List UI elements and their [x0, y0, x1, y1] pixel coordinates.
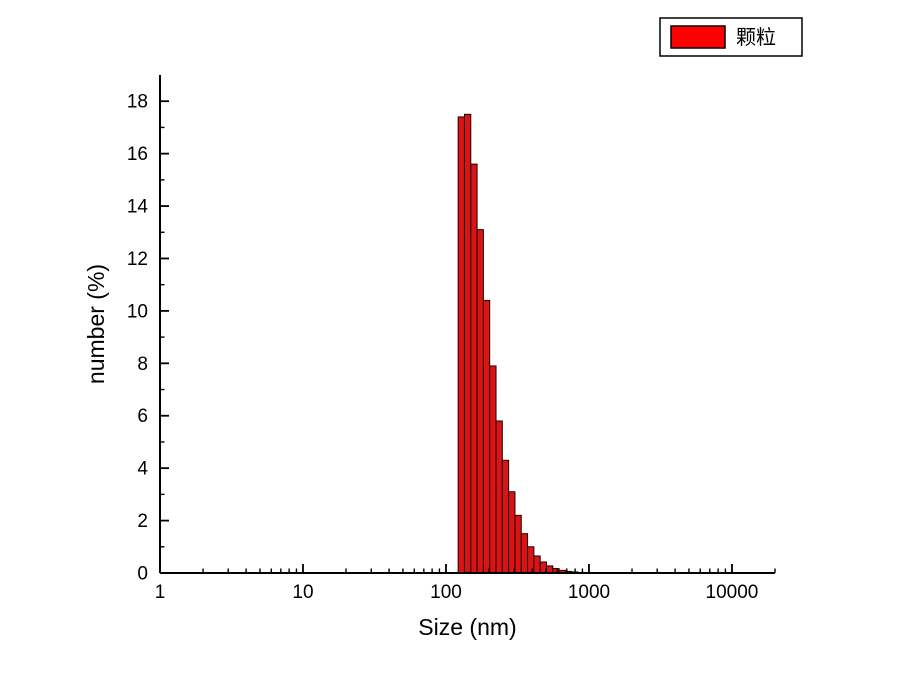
- histogram-bar: [520, 533, 529, 574]
- histogram-bar: [495, 420, 503, 574]
- axis-labels-group: 1 10 100 1000 10000 0 2 4 6 8 10 12 14 16 18 Size (nm) n…: [83, 92, 758, 640]
- histogram-bar: [476, 229, 484, 574]
- y-tick-label: 2: [137, 511, 148, 532]
- y-tick-label: 4: [137, 459, 148, 480]
- y-tick-label: 10: [127, 301, 148, 322]
- y-tick-label: 8: [137, 354, 148, 375]
- y-tick-label: 0: [137, 564, 148, 585]
- x-tick-label: 100: [430, 582, 462, 603]
- y-axis-title: number (%): [83, 264, 109, 384]
- histogram-bar: [533, 555, 541, 574]
- x-tick-label: 10: [292, 582, 313, 603]
- histogram-bar: [514, 514, 522, 574]
- legend-group: 颗粒: [659, 17, 803, 57]
- x-tick-label: 1: [155, 582, 166, 603]
- histogram-bar: [508, 491, 516, 574]
- histogram-bar: [470, 163, 478, 574]
- y-tick-label: 6: [137, 406, 148, 427]
- legend-label: 颗粒: [736, 26, 776, 49]
- histogram-bar: [527, 546, 535, 574]
- x-tick-label: 1000: [568, 582, 610, 603]
- histogram-bar: [457, 116, 465, 574]
- axes-group: [159, 75, 776, 574]
- bars-group: [457, 113, 585, 574]
- histogram-bar: [501, 459, 510, 574]
- histogram-bar: [482, 299, 491, 574]
- y-tick-label: 16: [127, 144, 148, 165]
- x-tick-label: 10000: [706, 582, 759, 603]
- legend-swatch: [670, 25, 726, 49]
- histogram-bar: [546, 565, 554, 574]
- y-tick-label: 18: [127, 92, 148, 113]
- x-axis-title: Size (nm): [418, 614, 516, 640]
- histogram-bar: [489, 365, 497, 574]
- y-tick-label: 14: [127, 197, 149, 218]
- y-tick-label: 12: [127, 249, 148, 270]
- histogram-bar: [463, 113, 472, 574]
